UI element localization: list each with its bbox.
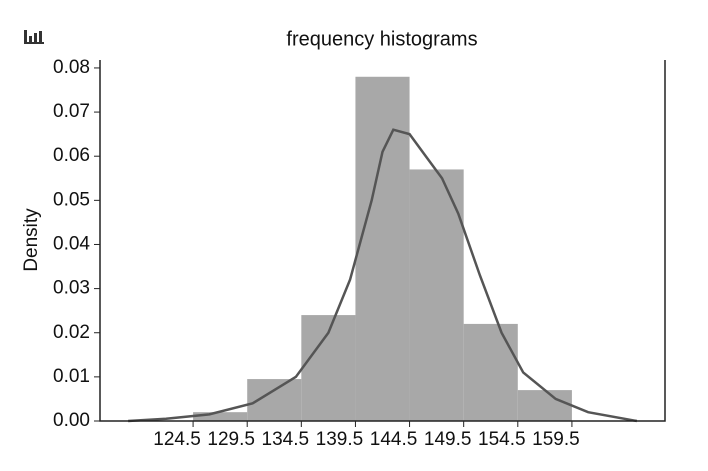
x-tick-label: 154.5: [478, 429, 526, 450]
kde-line: [128, 128, 638, 423]
app-icon: [24, 30, 44, 44]
bar: [193, 412, 248, 421]
y-tick-label: 0.07: [53, 101, 90, 122]
bar: [247, 379, 302, 421]
y-tick-label: 0.06: [53, 145, 90, 166]
x-tick-label: 134.5: [262, 429, 310, 450]
x-tick-label: 159.5: [532, 429, 580, 450]
y-tick-label: 0.01: [53, 366, 90, 387]
bar: [355, 76, 410, 421]
x-tick-label: 129.5: [207, 429, 255, 450]
y-tick-label: 0.03: [53, 278, 90, 299]
chart-title: frequency histograms: [286, 28, 477, 50]
y-tick-label: 0.08: [53, 57, 90, 78]
y-axis-label: Density: [21, 208, 42, 272]
x-tick-label: 124.5: [153, 429, 201, 450]
y-tick-label: 0.02: [53, 322, 90, 343]
x-tick-label: 149.5: [424, 429, 472, 450]
bar: [517, 390, 572, 421]
x-tick-label: 139.5: [316, 429, 364, 450]
y-tick-label: 0.04: [53, 233, 90, 254]
y-tick-label: 0.00: [53, 410, 90, 431]
x-tick-label: 144.5: [370, 429, 418, 450]
bar: [463, 323, 518, 421]
axes-frame: [99, 60, 666, 422]
bar: [409, 169, 464, 421]
y-tick-label: 0.05: [53, 189, 90, 210]
